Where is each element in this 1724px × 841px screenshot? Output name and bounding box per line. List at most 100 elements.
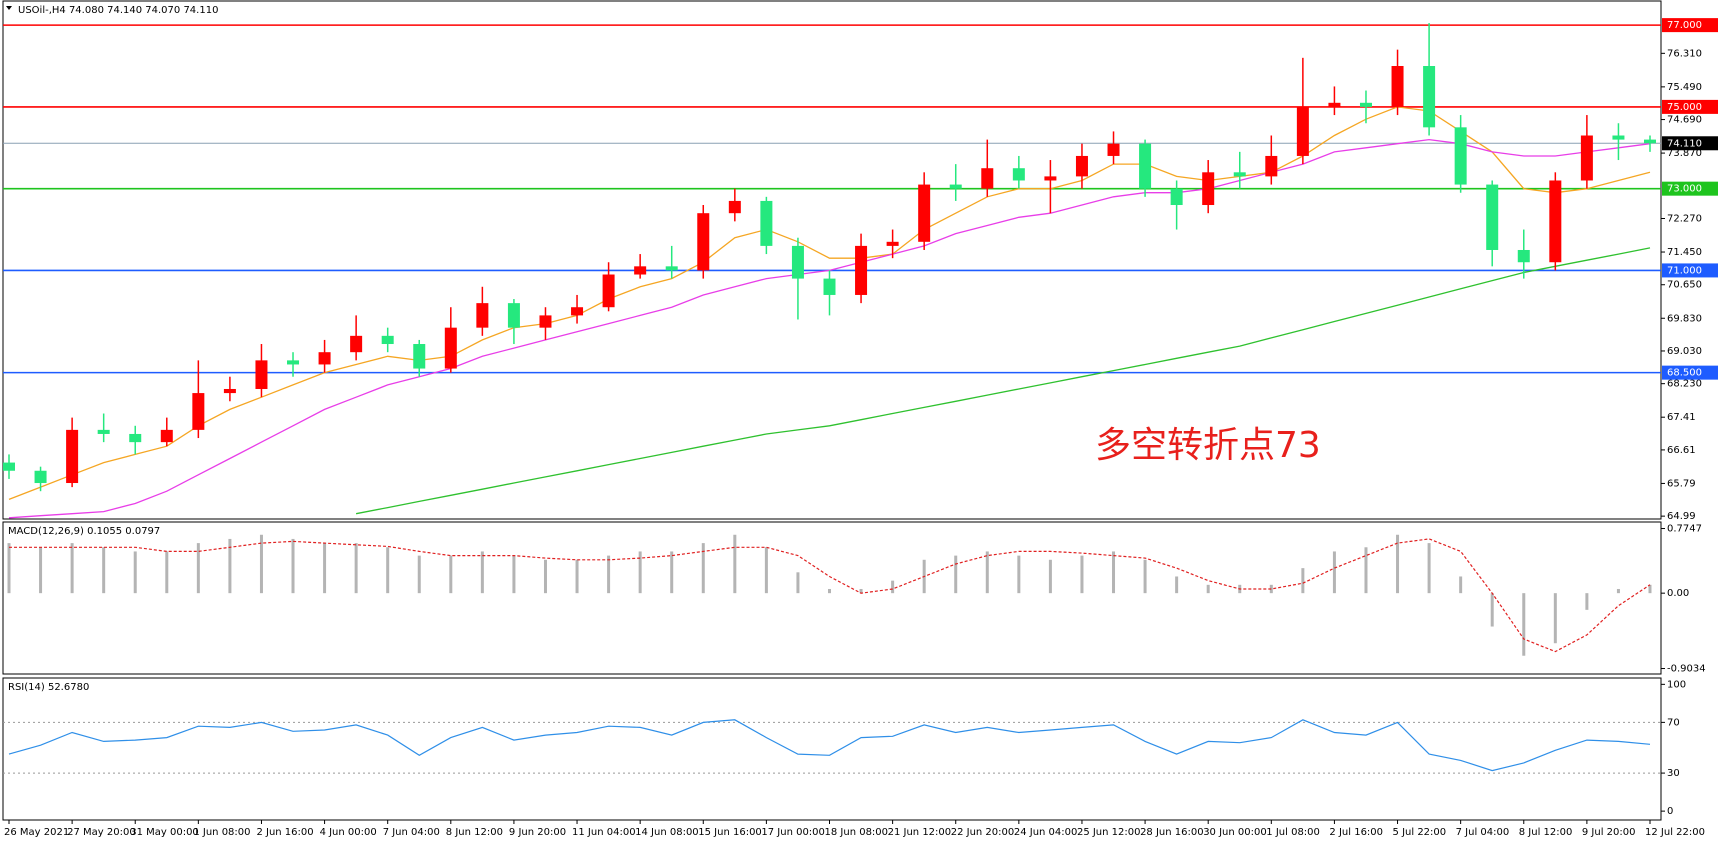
candle-body: [1202, 172, 1215, 206]
candle-body: [886, 241, 899, 246]
histogram-bar: [985, 551, 989, 594]
histogram-bar: [543, 559, 547, 594]
panel-frame: [2, 0, 1662, 520]
histogram-bar: [7, 543, 11, 594]
candle-body: [1391, 66, 1404, 107]
level-label: 73.000: [1667, 184, 1702, 195]
x-tick-label: 27 May 20:00: [67, 827, 136, 838]
panel-title: RSI(14) 52.6780: [8, 682, 89, 693]
histogram-bar: [859, 588, 863, 594]
histogram-bar: [259, 534, 263, 594]
y-tick-label: 100: [1667, 679, 1686, 690]
histogram-bar: [1364, 547, 1368, 594]
level-label: 71.000: [1667, 265, 1702, 276]
x-tick-label: 31 May 00:00: [130, 827, 199, 838]
y-tick-label: 0: [1667, 806, 1673, 817]
histogram-bar: [1017, 555, 1021, 594]
candle-body: [760, 200, 773, 246]
x-tick-label: 9 Jun 20:00: [509, 827, 566, 838]
candle-body: [1233, 172, 1246, 177]
y-tick-label: -0.9034: [1667, 664, 1706, 675]
histogram-bar: [102, 547, 106, 594]
histogram-bar: [1648, 584, 1652, 594]
histogram-bar: [417, 555, 421, 594]
y-tick-label: 30: [1667, 768, 1680, 779]
x-tick-label: 25 Jun 12:00: [1077, 827, 1141, 838]
level-tag: [1662, 18, 1718, 33]
candle-body: [160, 429, 173, 443]
candle-body: [981, 168, 994, 189]
level-tag: [1662, 365, 1718, 380]
histogram-bar: [165, 551, 169, 594]
x-tick-label: 7 Jun 04:00: [383, 827, 440, 838]
candle-body: [602, 274, 615, 308]
candle-body: [949, 184, 962, 189]
candle-body: [381, 335, 394, 345]
histogram-bar: [1427, 543, 1431, 594]
histogram-bar: [575, 559, 579, 594]
y-tick-label: 0.00: [1667, 588, 1689, 599]
histogram-bar: [1112, 551, 1116, 594]
candle-body: [192, 393, 205, 430]
histogram-bar: [1616, 588, 1620, 594]
candle-body: [413, 344, 426, 369]
level-label: 75.000: [1667, 102, 1702, 113]
candle-body: [350, 335, 363, 353]
y-tick-label: 69.030: [1667, 346, 1702, 357]
histogram-bar: [1080, 555, 1084, 594]
histogram-bar: [1143, 559, 1147, 594]
histogram-bar: [1206, 584, 1210, 594]
y-tick-label: 0.7747: [1667, 524, 1702, 535]
candle-body: [1012, 168, 1025, 181]
candle-body: [823, 278, 836, 295]
level-tag: [1662, 136, 1718, 151]
x-tick-label: 18 Jun 08:00: [825, 827, 889, 838]
candle-body: [1265, 155, 1278, 177]
candle-body: [444, 327, 457, 369]
menu-triangle: [6, 6, 12, 10]
x-tick-label: 9 Jul 20:00: [1582, 827, 1636, 838]
y-tick-label: 69.830: [1667, 313, 1702, 324]
candle-body: [1359, 102, 1372, 107]
y-tick-label: 67.41: [1667, 412, 1696, 423]
candle-body: [1328, 102, 1341, 107]
candle-body: [539, 315, 552, 328]
candle-body: [476, 303, 489, 328]
x-tick-label: 14 Jun 08:00: [635, 827, 699, 838]
histogram-bar: [39, 547, 43, 594]
candle-body: [634, 266, 647, 275]
panel-title: MACD(12,26,9) 0.1055 0.0797: [8, 526, 160, 537]
candle-body: [1423, 66, 1436, 128]
x-tick-label: 2 Jun 16:00: [256, 827, 313, 838]
candle-body: [129, 433, 142, 443]
level-label: 74.110: [1667, 138, 1702, 149]
histogram-bar: [291, 538, 295, 594]
histogram-bar: [1459, 576, 1463, 594]
y-tick-label: 75.490: [1667, 82, 1702, 93]
candle-body: [697, 213, 710, 271]
panel-title: USOil-,H4 74.080 74.140 74.070 74.110: [18, 5, 218, 16]
x-tick-label: 30 Jun 00:00: [1203, 827, 1267, 838]
x-tick-label: 8 Jul 12:00: [1519, 827, 1573, 838]
candle-body: [571, 307, 584, 316]
histogram-bar: [354, 543, 358, 594]
histogram-bar: [733, 534, 737, 594]
x-tick-label: 5 Jul 22:00: [1393, 827, 1447, 838]
candle-body: [34, 470, 47, 484]
histogram-bar: [449, 555, 453, 594]
y-tick-label: 70: [1667, 717, 1680, 728]
histogram-bar: [1332, 551, 1336, 594]
candle-body: [66, 429, 79, 484]
level-tag: [1662, 99, 1718, 114]
histogram-bar: [1175, 576, 1179, 594]
histogram-bar: [228, 538, 232, 594]
histogram-bar: [607, 555, 611, 594]
histogram-bar: [1553, 593, 1557, 644]
histogram-bar: [1490, 593, 1494, 627]
panel-frame: [2, 677, 1662, 821]
histogram-bar: [638, 551, 642, 594]
candle-body: [1107, 143, 1120, 156]
histogram-bar: [891, 580, 895, 594]
